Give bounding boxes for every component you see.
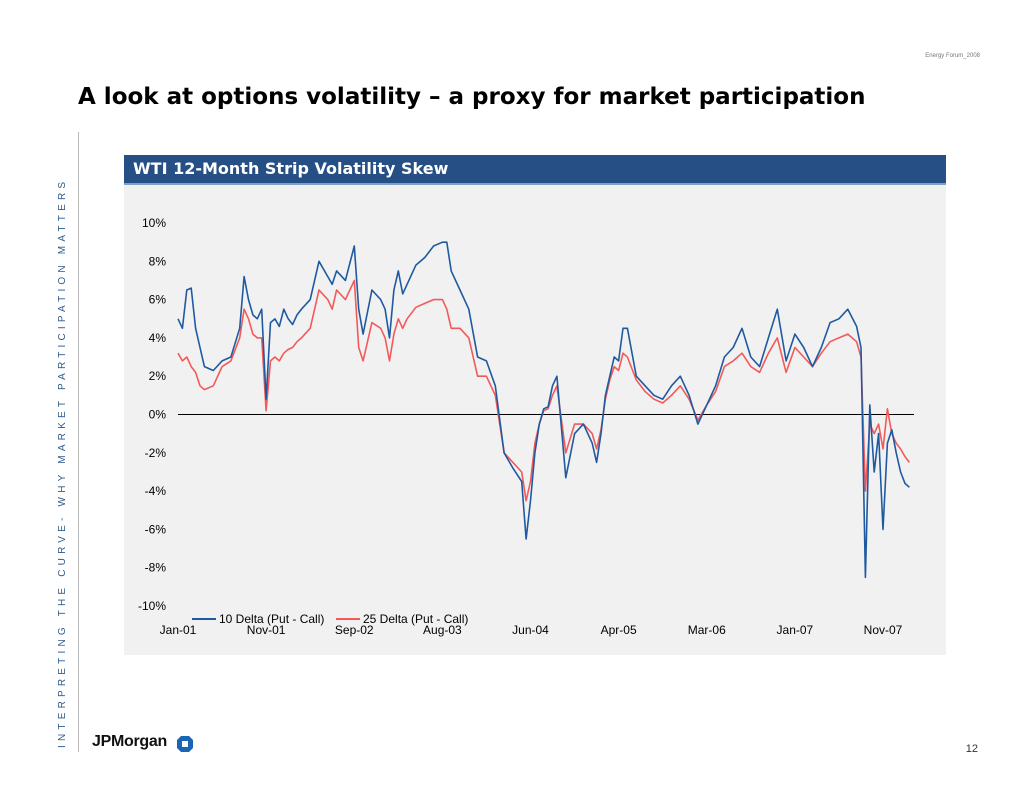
y-tick-label: 2% (149, 369, 167, 383)
y-tick-label: -8% (145, 561, 167, 575)
series-line-25-delta (177, 279, 911, 502)
legend-label: 25 Delta (Put - Call) (363, 612, 468, 626)
chart-header: WTI 12-Month Strip Volatility Skew (124, 155, 946, 185)
y-tick-label: -2% (145, 446, 167, 460)
y-tick-label: 4% (149, 331, 167, 345)
page-number: 12 (965, 743, 978, 755)
x-tick-label: Jan-07 (777, 623, 814, 637)
x-tick-label: Mar-06 (688, 623, 726, 637)
page-title: A look at options volatility – a proxy f… (78, 84, 866, 110)
x-tick-label: Nov-01 (247, 623, 286, 637)
y-tick-label: -4% (145, 484, 167, 498)
y-tick-label: -6% (145, 522, 167, 536)
y-tick-label: 6% (149, 293, 167, 307)
chase-octagon-icon (177, 736, 193, 752)
forum-label: Energy Forum_2008 (925, 53, 980, 59)
series-line-10-delta (177, 241, 910, 579)
x-tick-label: Nov-07 (864, 623, 903, 637)
y-tick-label: 0% (149, 408, 167, 422)
chart-panel: WTI 12-Month Strip Volatility Skew 10% 8%… (124, 155, 946, 655)
jpmorgan-logo-text: JPMorgan (92, 733, 167, 750)
y-tick-label: 10% (142, 216, 166, 230)
x-tick-label: Sep-02 (335, 623, 374, 637)
legend-label: 10 Delta (Put - Call) (219, 612, 324, 626)
x-tick-label: Apr-05 (601, 623, 637, 637)
x-tick-label: Aug-03 (423, 623, 462, 637)
y-tick-label: 8% (149, 254, 167, 268)
x-tick-label: Jun-04 (512, 623, 549, 637)
side-banner-text: INTERPRETING THE CURVE- WHY MARKET PARTI… (57, 177, 68, 748)
y-tick-label: -10% (138, 599, 166, 613)
volatility-skew-chart: 10% 8% 6% 4% 2% 0% -2% -4% -6% -8% -10% Jan-01 Nov-0… (138, 216, 914, 637)
side-divider (78, 132, 79, 752)
x-tick-label: Jan-01 (160, 623, 197, 637)
chart-title: WTI 12-Month Strip Volatility Skew (133, 159, 449, 178)
